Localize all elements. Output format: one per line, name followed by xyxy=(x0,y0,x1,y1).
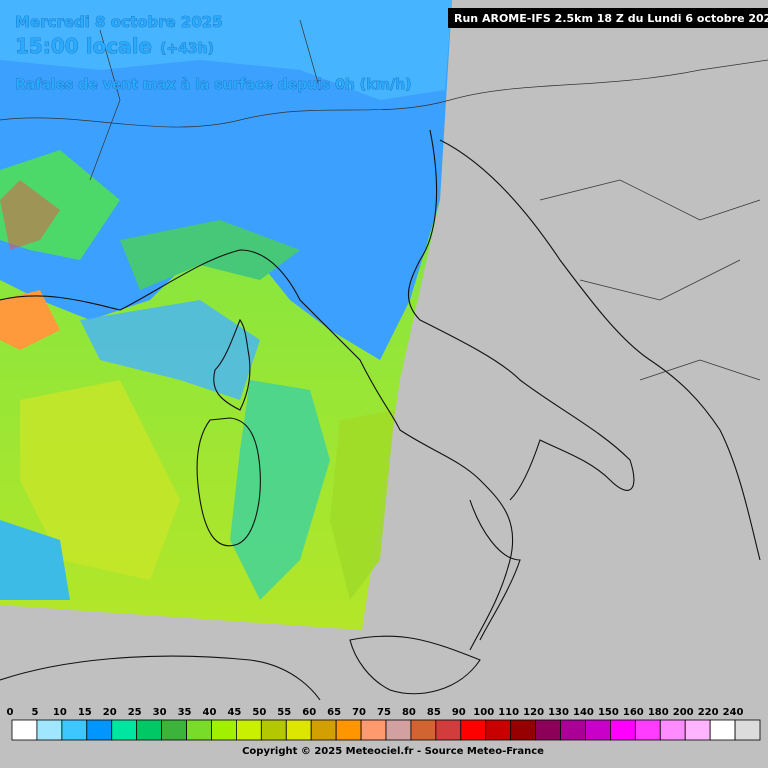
legend-swatch xyxy=(510,719,536,741)
legend-swatch xyxy=(111,719,138,741)
legend-swatch xyxy=(460,719,487,741)
legend-swatch xyxy=(161,719,187,741)
legend-swatch xyxy=(310,719,337,741)
legend-label: 140 xyxy=(573,707,594,718)
legend-swatch xyxy=(385,719,412,741)
legend-label: 200 xyxy=(673,707,694,718)
legend-label: 160 xyxy=(623,707,644,718)
legend-label: 50 xyxy=(252,707,266,718)
coastlines xyxy=(0,19,768,721)
legend-label: 45 xyxy=(227,707,241,718)
legend-label: 5 xyxy=(31,707,38,718)
legend-swatch xyxy=(211,719,237,741)
legend-label: 240 xyxy=(723,707,744,718)
legend-swatch xyxy=(335,719,362,741)
legend-label: 180 xyxy=(648,707,669,718)
legend-label: 110 xyxy=(498,707,519,718)
legend-label: 130 xyxy=(548,707,569,718)
legend-swatch xyxy=(435,719,462,741)
legend-label: 10 xyxy=(53,707,67,718)
legend-label: 85 xyxy=(427,707,441,718)
legend-swatch xyxy=(61,719,88,741)
legend-label: 120 xyxy=(523,707,544,718)
run-box xyxy=(448,8,768,28)
legend-swatch xyxy=(86,719,113,741)
legend-swatch xyxy=(235,719,262,741)
legend-label: 100 xyxy=(473,707,494,718)
legend-swatch xyxy=(36,719,63,741)
legend-label: 55 xyxy=(277,707,291,718)
legend-label: 0 xyxy=(7,707,14,718)
legend-label: 150 xyxy=(598,707,619,718)
legend-label: 30 xyxy=(153,707,167,718)
forecast-time: 15:00 locale xyxy=(15,34,152,58)
lead-time: (+43h) xyxy=(160,41,214,57)
legend-swatch xyxy=(659,719,686,741)
legend-label: 20 xyxy=(103,707,117,718)
parameter: Rafales de vent max à la surface depuis … xyxy=(15,77,411,93)
wind-field xyxy=(0,0,452,630)
legend-label: 60 xyxy=(302,707,316,718)
run-label: Run AROME-IFS 2.5km 18 Z du Lundi 6 octo… xyxy=(454,12,768,25)
legend-label: 40 xyxy=(203,707,217,718)
legend-label: 220 xyxy=(698,707,719,718)
legend: 0 5 10 15 20 25 30 35 40 45 50 55 60 65 70 75 80 85 90 100 1… xyxy=(7,707,761,741)
legend-label: 15 xyxy=(78,707,92,718)
copyright: Copyright © 2025 Meteociel.fr - Source M… xyxy=(242,746,544,757)
legend-swatch xyxy=(535,719,561,741)
forecast-date: Mercredi 8 octobre 2025 xyxy=(15,13,223,31)
legend-swatch xyxy=(634,719,661,741)
legend-label: 25 xyxy=(128,707,142,718)
legend-label: 75 xyxy=(377,707,391,718)
legend-swatch xyxy=(11,719,38,741)
legend-label: 35 xyxy=(178,707,192,718)
legend-label: 80 xyxy=(402,707,416,718)
legend-label: 65 xyxy=(327,707,341,718)
legend-label: 90 xyxy=(452,707,466,718)
legend-swatch xyxy=(410,719,437,741)
legend-swatch xyxy=(560,719,586,741)
legend-swatch xyxy=(285,719,312,741)
legend-label: 70 xyxy=(352,707,366,718)
legend-swatch xyxy=(360,719,387,741)
legend-swatch xyxy=(585,719,611,741)
legend-swatch xyxy=(186,719,212,741)
legend-swatch xyxy=(260,719,287,741)
legend-swatch xyxy=(709,719,736,741)
legend-swatch xyxy=(485,719,512,741)
legend-swatch xyxy=(136,719,163,741)
legend-swatch xyxy=(684,719,711,741)
legend-swatch xyxy=(610,719,636,741)
legend-swatch xyxy=(734,719,761,741)
